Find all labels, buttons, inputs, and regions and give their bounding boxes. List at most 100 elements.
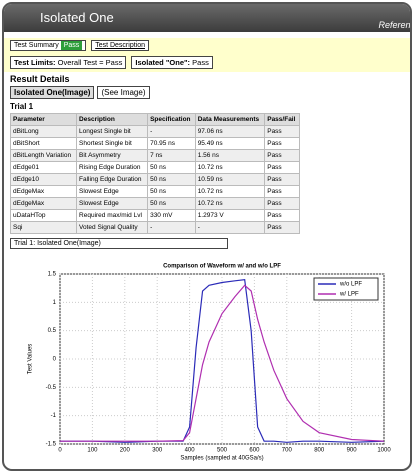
header-link[interactable]: Reference <box>378 20 411 30</box>
y-tick-label: -0.5 <box>46 385 57 391</box>
y-tick-label: 1.5 <box>48 272 57 278</box>
cell: Required max/mid Lvl <box>76 209 149 222</box>
label: Isolated One(Image) <box>10 86 95 99</box>
row: dBitLong Longest Single bit -97.06 ns Pass <box>9 125 300 138</box>
cell: 10.72 ns <box>194 185 266 198</box>
tab[interactable]: Test Description <box>91 40 149 51</box>
value: Pass <box>192 58 209 67</box>
column-header: Pass/Fail <box>264 113 300 126</box>
cell: Pass <box>264 161 300 174</box>
cell: Rising Edge Duration <box>76 161 149 174</box>
x-tick-label: 400 <box>185 448 196 454</box>
cell: 50 ns <box>147 173 196 186</box>
chart-title: Comparison of Waveform w/ and w/o LPF <box>163 264 281 270</box>
cell: Voted Signal Quality <box>76 221 149 234</box>
cell: Slowest Edge <box>76 197 149 210</box>
x-tick-label: 900 <box>347 448 358 454</box>
row: dBitShort Shortest Single bit 70.95 ns 95.4… <box>9 137 300 150</box>
cell: Pass <box>264 221 300 234</box>
cell: 95.49 ns <box>194 137 266 150</box>
cell: Falling Edge Duration <box>76 173 149 186</box>
label: Isolated "One": <box>135 58 191 67</box>
cell: - <box>194 221 266 234</box>
cell: Shortest Single bit <box>76 137 149 150</box>
results-table: Parameter Description Specification Data Me… <box>9 113 300 234</box>
cell: 10.72 ns <box>194 161 266 174</box>
cell: 7 ns <box>147 149 196 162</box>
x-tick-label: 1000 <box>377 448 391 454</box>
y-tick-label: -1.5 <box>46 442 57 448</box>
y-tick-label: -1 <box>51 413 57 419</box>
cell: Sqi <box>9 221 78 234</box>
tab[interactable]: Test Summary Pass <box>10 40 87 51</box>
x-tick-label: 0 <box>58 448 62 454</box>
label: Test Limits: <box>14 58 56 67</box>
row: dBitLength Variation Bit Asymmetry 7 ns 1.5… <box>9 149 300 162</box>
cell: Pass <box>264 149 300 162</box>
cell: Slowest Edge <box>76 185 149 198</box>
row: dEdgeMax Slowest Edge 50 ns 10.72 ns Pass <box>9 185 300 198</box>
cell: 10.59 ns <box>194 173 266 186</box>
x-tick-label: 600 <box>249 448 260 454</box>
cell: 50 ns <box>147 161 196 174</box>
cell: Pass <box>264 185 300 198</box>
x-tick-label: 800 <box>314 448 325 454</box>
y-tick-label: 1 <box>53 300 57 306</box>
y-tick-label: 0.5 <box>48 328 57 334</box>
link[interactable]: (See Image) <box>97 86 150 99</box>
cell: 1.56 ns <box>194 149 266 162</box>
column-header: Description <box>76 113 149 126</box>
cell: 50 ns <box>147 185 196 198</box>
header: Isolated One Reference <box>4 4 410 32</box>
cell: dEdgeMax <box>9 197 78 210</box>
cell: - <box>147 221 196 234</box>
cell: dEdgeMax <box>9 185 78 198</box>
cell: 97.06 ns <box>194 125 266 138</box>
column-header: Parameter <box>9 113 78 126</box>
row: dEdgeMax Slowest Edge 50 ns 10.72 ns Pass <box>9 197 300 210</box>
legend-label: w/ LPF <box>339 292 359 298</box>
row: uDataHTop Required max/mid Lvl 330 mV 1.297… <box>9 209 300 222</box>
cell: 70.95 ns <box>147 137 196 150</box>
chart: Comparison of Waveform w/ and w/o LPF Sam… <box>28 264 392 462</box>
cell: Pass <box>264 125 300 138</box>
legend-label: w/o LPF <box>339 282 362 288</box>
header-title: Isolated One <box>40 10 114 25</box>
x-tick-label: 200 <box>120 448 131 454</box>
section-title: Result Details <box>10 74 70 84</box>
caption: Trial 1: Isolated One(Image) <box>10 238 228 249</box>
y-axis-label: Test Values <box>28 344 34 375</box>
trial: Trial 1 <box>10 102 34 111</box>
tabs: Test Summary Pass Test Description <box>4 38 410 53</box>
cell: uDataHTop <box>9 209 78 222</box>
column-header: Specification <box>147 113 196 126</box>
y-tick-label: 0 <box>53 357 57 363</box>
column-header: Data Measurements <box>194 113 266 126</box>
series-line <box>60 284 385 442</box>
cell: Pass <box>264 137 300 150</box>
cell: dBitLength Variation <box>9 149 78 162</box>
cell: Pass <box>264 197 300 210</box>
x-axis-label: Samples (sampled at 40GSa/s) <box>180 456 263 462</box>
cell: dBitShort <box>9 137 78 150</box>
x-tick-label: 300 <box>152 448 163 454</box>
cell: dBitLong <box>9 125 78 138</box>
row: dEdge01 Rising Edge Duration 50 ns 10.72 ns… <box>9 161 300 174</box>
x-tick-label: 700 <box>282 448 293 454</box>
value: Overall Test = Pass <box>57 58 123 67</box>
cell: dEdge10 <box>9 173 78 186</box>
x-tick-label: 500 <box>217 448 228 454</box>
x-tick-label: 100 <box>87 448 98 454</box>
limits: Test Limits: Overall Test = Pass Isolate… <box>4 53 410 72</box>
cell: 10.72 ns <box>194 197 266 210</box>
row: dEdge10 Falling Edge Duration 50 ns 10.59 n… <box>9 173 300 186</box>
cell: 330 mV <box>147 209 196 222</box>
tab-label: Test Summary <box>14 42 59 49</box>
cell: Pass <box>264 209 300 222</box>
cell: Bit Asymmetry <box>76 149 149 162</box>
cell: - <box>147 125 196 138</box>
content: Result Details Isolated One(Image) (See I… <box>4 74 410 249</box>
status: Pass <box>60 41 83 50</box>
